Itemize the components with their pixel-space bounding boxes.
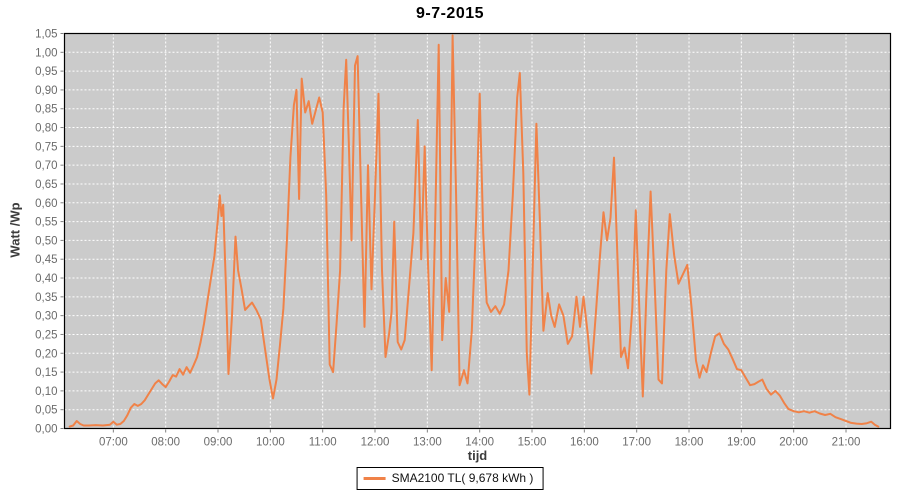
svg-text:14:00: 14:00 <box>465 437 494 449</box>
legend-line-swatch <box>363 476 386 480</box>
plot-border <box>63 32 892 430</box>
svg-text:0,05: 0,05 <box>35 405 57 417</box>
svg-text:0,95: 0,95 <box>35 66 57 78</box>
svg-text:0,10: 0,10 <box>35 386 57 398</box>
svg-text:1,00: 1,00 <box>35 47 57 59</box>
legend-series-label: SMA2100 TL( 9,678 kWh ) <box>391 471 534 485</box>
chart-title: 9-7-2015 <box>415 5 485 22</box>
svg-text:0,65: 0,65 <box>35 179 57 191</box>
x-axis-title: tijd <box>467 448 488 463</box>
svg-text:17:00: 17:00 <box>622 437 651 449</box>
svg-text:19:00: 19:00 <box>727 437 756 449</box>
plot-background <box>64 33 891 429</box>
series-line <box>68 34 880 428</box>
svg-text:0,35: 0,35 <box>35 292 57 304</box>
svg-text:0,30: 0,30 <box>35 311 57 323</box>
svg-text:0,75: 0,75 <box>35 141 57 153</box>
svg-text:1,05: 1,05 <box>35 29 57 41</box>
svg-text:16:00: 16:00 <box>570 437 599 449</box>
svg-text:18:00: 18:00 <box>675 437 704 449</box>
svg-text:10:00: 10:00 <box>256 437 285 449</box>
svg-text:0,25: 0,25 <box>35 329 57 341</box>
svg-text:15:00: 15:00 <box>518 437 547 449</box>
svg-text:11:00: 11:00 <box>309 437 337 449</box>
svg-text:0,80: 0,80 <box>35 123 57 135</box>
svg-text:0,50: 0,50 <box>35 235 57 247</box>
svg-text:0,60: 0,60 <box>35 198 57 210</box>
svg-text:0,70: 0,70 <box>35 160 57 172</box>
svg-text:0,20: 0,20 <box>35 348 57 360</box>
svg-text:07:00: 07:00 <box>99 437 128 449</box>
svg-text:12:00: 12:00 <box>361 437 390 449</box>
svg-text:13:00: 13:00 <box>413 437 442 449</box>
y-axis-title: Watt /Wp <box>7 202 23 258</box>
axis-ticks <box>60 33 847 433</box>
svg-text:0,90: 0,90 <box>35 85 57 97</box>
svg-text:20:00: 20:00 <box>779 437 808 449</box>
x-tick-labels: 07:00 08:00 09:00 10:00 11:00 12:00 13:00 14:00… <box>99 437 860 449</box>
svg-text:08:00: 08:00 <box>151 437 180 449</box>
svg-text:21:00: 21:00 <box>832 437 861 449</box>
svg-text:09:00: 09:00 <box>204 437 233 449</box>
legend: SMA2100 TL( 9,678 kWh ) <box>356 467 544 490</box>
svg-text:0,15: 0,15 <box>35 367 57 379</box>
svg-text:0,85: 0,85 <box>35 104 57 116</box>
svg-text:0,45: 0,45 <box>35 254 57 266</box>
svg-text:0,55: 0,55 <box>35 217 57 229</box>
y-tick-labels: 0,00 0,05 0,10 0,15 0,20 0,25 0,30 0,35 0,40 0,45… <box>35 29 57 436</box>
svg-text:0,00: 0,00 <box>35 424 57 436</box>
svg-text:0,40: 0,40 <box>35 273 57 285</box>
